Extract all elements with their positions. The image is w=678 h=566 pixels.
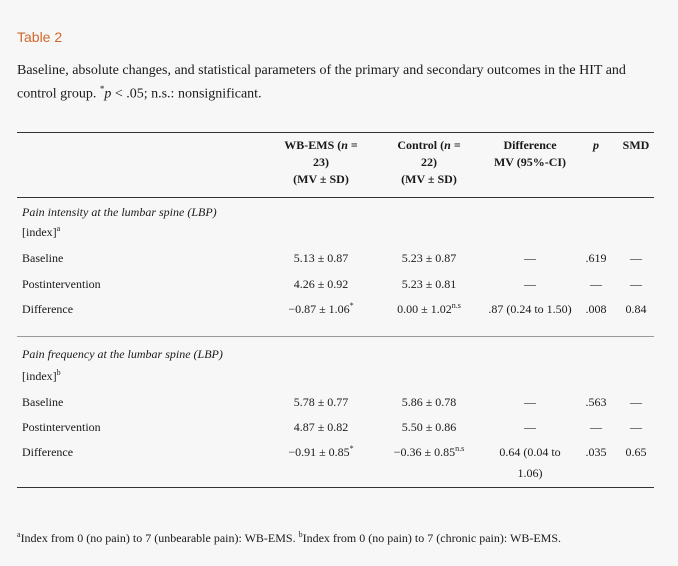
table-label: Table 2: [17, 29, 63, 45]
cell-p: .035: [585, 445, 607, 459]
cell-p: .008: [585, 302, 607, 316]
header-wbems: WB-EMS (n = 23) (MV ± SD): [284, 138, 358, 186]
cell-smd: 0.65: [625, 445, 647, 459]
top-rule: [17, 132, 654, 133]
header-difference: Difference MV (95%-CI): [493, 138, 567, 169]
cell-control: 5.23 ± 0.81: [401, 277, 457, 291]
cell-difference: —: [524, 420, 536, 434]
section-title: Pain intensity at the lumbar spine (LBP): [22, 205, 217, 219]
caption-p: p: [104, 86, 112, 102]
row-label: Baseline: [22, 395, 64, 409]
section-title: Pain frequency at the lumbar spine (LBP): [22, 347, 223, 361]
cell-wbems: 5.13 ± 0.87: [293, 251, 349, 265]
row-label: Postintervention: [22, 277, 101, 291]
cell-difference: —: [524, 395, 536, 409]
cell-wbems: 4.26 ± 0.92: [293, 277, 349, 291]
cell-difference: —: [524, 251, 536, 265]
header-p: p: [593, 138, 599, 152]
section-divider: [17, 336, 654, 337]
table-caption: Baseline, absolute changes, and statisti…: [17, 61, 665, 104]
cell-p: .619: [585, 251, 607, 265]
cell-difference: 0.64 (0.04 to 1.06): [499, 445, 561, 480]
row-label: Difference: [22, 302, 74, 316]
section-index: [index]b: [22, 368, 61, 384]
cell-control: 0.00 ± 1.02n.s: [397, 301, 461, 317]
cell-p: —: [590, 420, 602, 434]
cell-smd: —: [630, 420, 642, 434]
header-rule: [17, 197, 654, 198]
cell-p: —: [590, 277, 602, 291]
caption-text-1: Baseline, absolute changes, and statisti…: [17, 63, 626, 102]
section-index: [index]a: [22, 224, 61, 240]
row-label: Difference: [22, 445, 74, 459]
table-footnote: aIndex from 0 (no pain) to 7 (unbearable…: [17, 530, 561, 546]
caption-text-2: < .05; n.s.: nonsignificant.: [111, 86, 262, 102]
cell-control: 5.23 ± 0.87: [401, 251, 457, 265]
cell-smd: 0.84: [625, 302, 647, 316]
cell-p: .563: [585, 395, 607, 409]
cell-wbems: −0.87 ± 1.06*: [288, 301, 354, 317]
header-smd: SMD: [622, 138, 650, 152]
header-control: Control (n = 22) (MV ± SD): [397, 138, 461, 186]
cell-difference: .87 (0.24 to 1.50): [488, 302, 572, 316]
cell-control: 5.86 ± 0.78: [401, 395, 457, 409]
cell-control: −0.36 ± 0.85n.s: [393, 444, 465, 460]
cell-difference: —: [524, 277, 536, 291]
cell-smd: —: [630, 277, 642, 291]
cell-smd: —: [630, 251, 642, 265]
row-label: Baseline: [22, 251, 64, 265]
cell-wbems: 4.87 ± 0.82: [293, 420, 349, 434]
cell-control: 5.50 ± 0.86: [401, 420, 457, 434]
cell-wbems: −0.91 ± 0.85*: [288, 444, 354, 460]
cell-wbems: 5.78 ± 0.77: [293, 395, 349, 409]
caption-star: *: [99, 84, 105, 94]
cell-smd: —: [630, 395, 642, 409]
row-label: Postintervention: [22, 420, 101, 434]
bottom-rule: [17, 487, 654, 488]
